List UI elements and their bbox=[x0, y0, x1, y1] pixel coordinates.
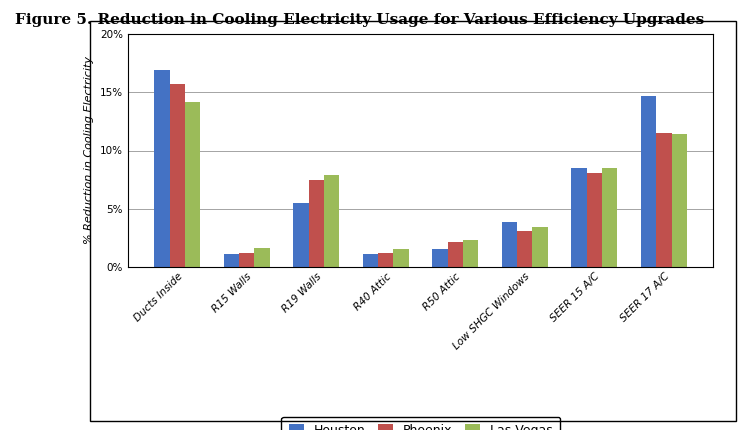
Bar bbox=[502, 222, 517, 267]
Bar bbox=[185, 102, 201, 267]
Bar bbox=[363, 254, 379, 267]
Bar bbox=[517, 230, 532, 267]
Bar bbox=[532, 227, 547, 267]
Bar bbox=[224, 254, 239, 267]
Bar bbox=[379, 253, 394, 267]
Bar bbox=[294, 203, 309, 267]
Bar bbox=[671, 134, 687, 267]
Bar bbox=[255, 248, 270, 267]
Bar bbox=[324, 175, 339, 267]
Legend: Houston, Phoenix, Las Vegas: Houston, Phoenix, Las Vegas bbox=[281, 417, 560, 430]
Bar bbox=[641, 96, 656, 267]
Bar bbox=[154, 71, 170, 267]
Bar bbox=[602, 168, 617, 267]
Bar bbox=[463, 240, 478, 267]
Bar bbox=[170, 84, 185, 267]
Bar bbox=[587, 172, 602, 267]
Bar bbox=[572, 168, 587, 267]
Text: Figure 5. Reduction in Cooling Electricity Usage for Various Efficiency Upgrades: Figure 5. Reduction in Cooling Electrici… bbox=[15, 13, 704, 27]
Y-axis label: % Reduction in Cooling Electricity: % Reduction in Cooling Electricity bbox=[84, 56, 94, 245]
Bar bbox=[448, 242, 463, 267]
Bar bbox=[239, 253, 255, 267]
Bar bbox=[656, 133, 671, 267]
Bar bbox=[309, 180, 324, 267]
Bar bbox=[394, 249, 409, 267]
Bar bbox=[433, 249, 448, 267]
